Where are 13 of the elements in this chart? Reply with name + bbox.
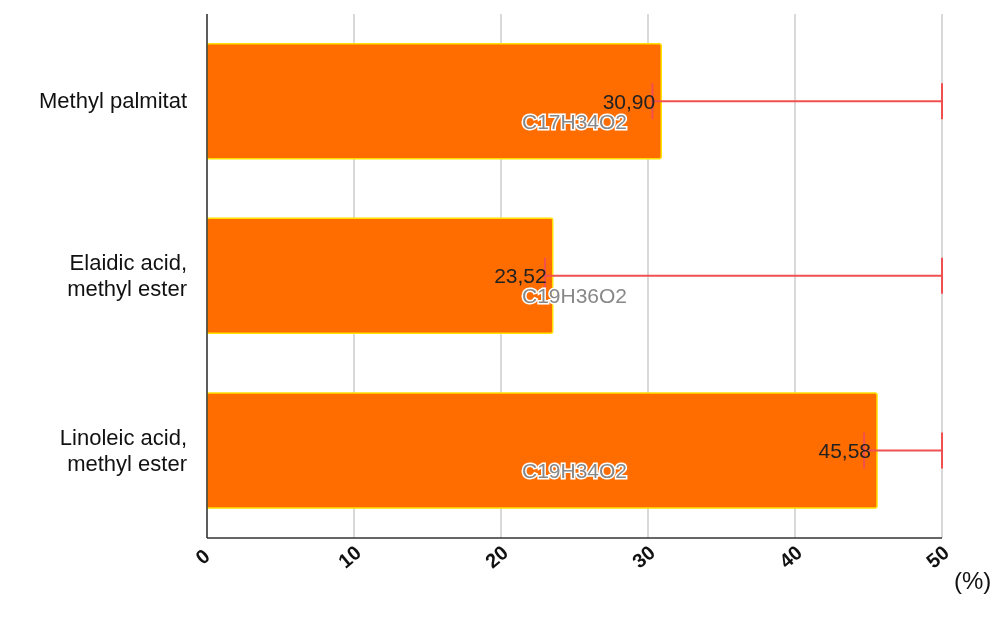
data-label: 45,58 xyxy=(818,438,872,462)
data-label: 23,52 xyxy=(494,264,547,288)
y-tick-label: Elaidic acid, methyl ester xyxy=(67,250,187,301)
x-axis-title: (%) xyxy=(954,566,992,594)
x-tick-label: 10 xyxy=(333,541,366,573)
y-tick-label: Methyl palmitat xyxy=(39,88,187,114)
annotation: C19H34O2 xyxy=(521,459,628,483)
x-tick-label: 50 xyxy=(921,541,954,573)
x-tick-label: 30 xyxy=(627,541,660,573)
x-tick-label: 40 xyxy=(774,541,807,573)
x-tick-label: 20 xyxy=(480,541,513,573)
y-tick-label: Linoleic acid, methyl ester xyxy=(59,424,187,476)
x-tick-label: 0 xyxy=(191,544,214,569)
